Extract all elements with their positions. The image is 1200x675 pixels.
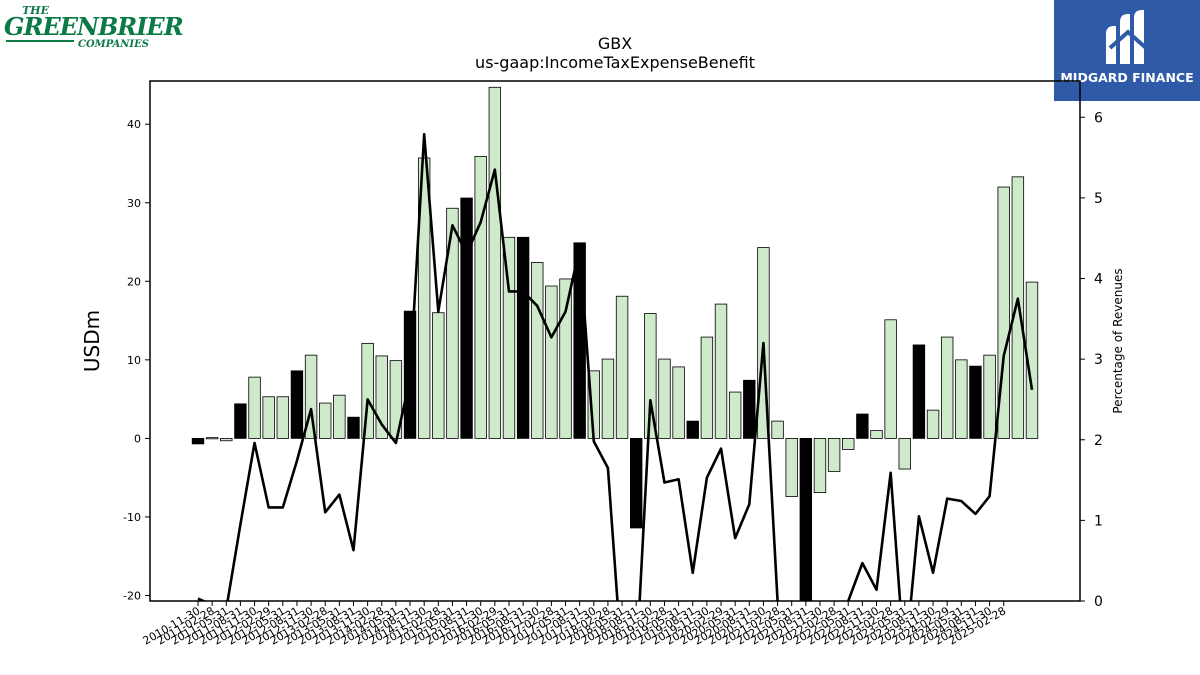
- y2-tick-label: 4: [1094, 272, 1103, 288]
- bar: [248, 376, 261, 439]
- bar: [559, 278, 572, 439]
- bar: [347, 416, 360, 439]
- logo-rule: [6, 40, 74, 42]
- bar: [799, 437, 813, 601]
- bar: [234, 403, 247, 439]
- y-tick-label: 0: [134, 432, 141, 445]
- y-axis-label: USDm: [80, 310, 104, 372]
- bar: [728, 391, 742, 439]
- y2-tick-label: 0: [1094, 594, 1103, 610]
- bar: [220, 437, 233, 442]
- midgard-finance-logo: MIDGARD FINANCE: [1054, 0, 1200, 101]
- bar: [573, 242, 586, 439]
- bar: [276, 396, 290, 439]
- y-tick-label: 10: [127, 354, 141, 367]
- bar: [545, 285, 558, 439]
- bar: [615, 295, 629, 439]
- bar: [1011, 176, 1025, 439]
- bar: [361, 342, 374, 439]
- bar: [955, 359, 968, 439]
- bar: [898, 437, 911, 470]
- bar: [644, 313, 657, 439]
- y2-tick-label: 6: [1094, 110, 1103, 126]
- bar: [205, 437, 219, 440]
- bar: [785, 437, 798, 497]
- chart-title: GBX: [598, 34, 632, 53]
- bar: [743, 379, 756, 439]
- bar: [842, 437, 855, 450]
- bar: [926, 409, 940, 439]
- bar: [856, 413, 869, 439]
- midgard-brand-text: MIDGARD FINANCE: [1060, 70, 1194, 85]
- chart-subtitle: us-gaap:IncomeTaxExpenseBenefit: [475, 53, 755, 72]
- bar: [714, 303, 728, 439]
- y-tick-label: -20: [123, 590, 141, 603]
- bar: [531, 262, 544, 439]
- greenbrier-logo: THE GREENBRIER COMPANIES: [4, 4, 184, 50]
- bar: [474, 156, 487, 439]
- bar: [601, 358, 615, 439]
- bar: [290, 370, 304, 439]
- bar: [460, 197, 473, 439]
- bar: [417, 157, 431, 439]
- plot-inner: [191, 86, 1039, 601]
- bar: [191, 437, 205, 445]
- y2-tick-label: 3: [1094, 352, 1103, 368]
- bar: [997, 186, 1010, 439]
- y2-tick-label: 5: [1094, 191, 1103, 207]
- bar: [827, 437, 841, 472]
- bar: [940, 336, 954, 439]
- bar: [502, 236, 516, 439]
- bar: [969, 365, 982, 439]
- logo-main-text: GREENBRIER: [4, 12, 184, 41]
- bar: [319, 402, 332, 439]
- y2-axis-label: Percentage of Revenues: [1111, 268, 1125, 413]
- bar: [262, 396, 275, 439]
- bar: [700, 336, 714, 439]
- plot-area: -20-1001020304001234562010-11-302011-02-…: [123, 80, 1103, 648]
- revenue-percentage-line: [197, 132, 1034, 601]
- bar: [630, 437, 643, 529]
- bar: [375, 355, 388, 439]
- bar: [884, 319, 897, 439]
- bar: [912, 344, 926, 439]
- bar: [813, 437, 827, 493]
- y2-tick-label: 2: [1094, 433, 1103, 449]
- bar: [983, 354, 996, 439]
- logo-sub-text: COMPANIES: [78, 39, 149, 50]
- bar: [658, 358, 671, 439]
- y-tick-label: 20: [127, 275, 141, 288]
- bar: [488, 86, 502, 439]
- midgard-m-icon: [1106, 10, 1148, 64]
- bar: [304, 354, 318, 439]
- bar: [333, 394, 346, 439]
- bar: [870, 430, 883, 439]
- y-tick-label: 40: [127, 118, 141, 131]
- plot-frame: [149, 80, 1081, 602]
- y-tick-label: -10: [123, 511, 141, 524]
- bar: [672, 366, 685, 439]
- bar: [446, 207, 459, 439]
- bar: [686, 420, 699, 439]
- y2-tick-label: 1: [1094, 513, 1103, 529]
- bar: [516, 236, 530, 439]
- y-tick-label: 30: [127, 197, 141, 210]
- logo-the-text: THE: [22, 4, 49, 17]
- bar: [771, 420, 784, 439]
- bar: [432, 312, 445, 439]
